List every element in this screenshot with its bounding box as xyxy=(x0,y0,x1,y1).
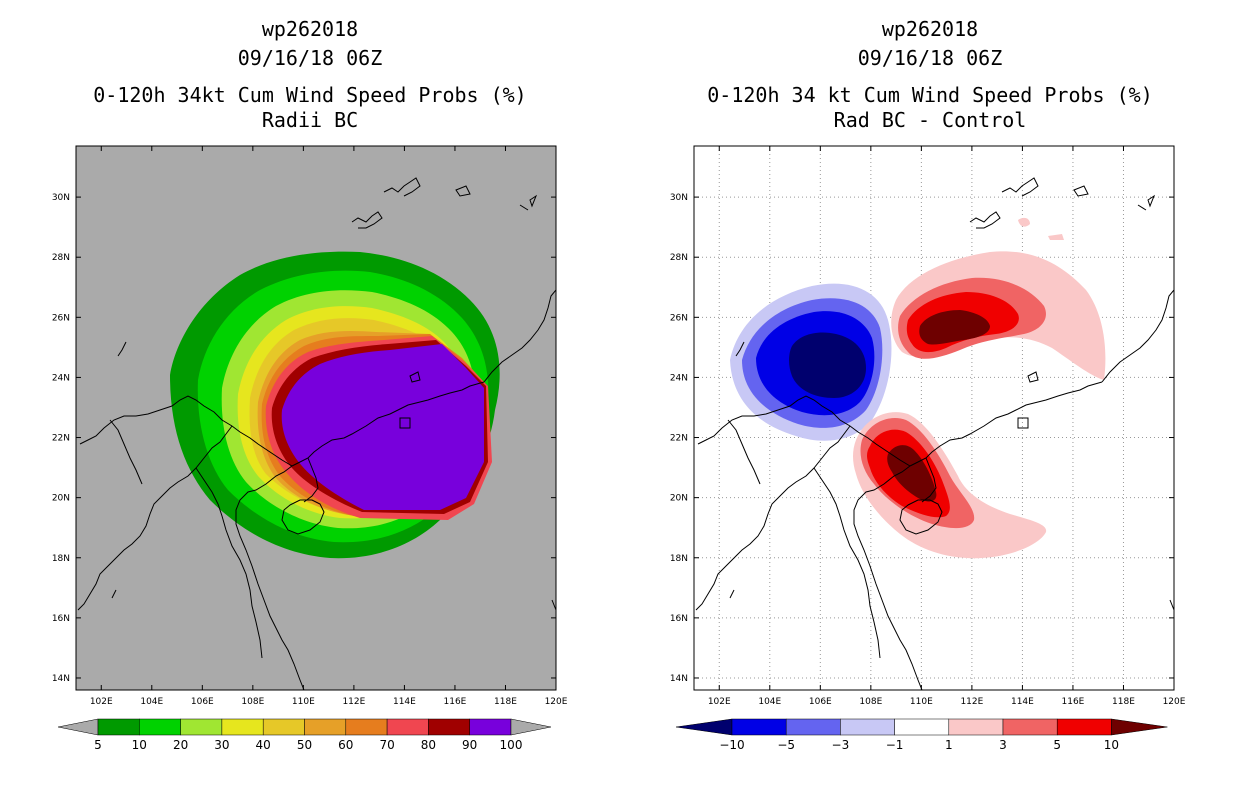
colorbar-label: 10 xyxy=(132,738,147,752)
x-tick-label: 116E xyxy=(444,697,467,707)
left-chart-subtitle: Radii BC xyxy=(261,108,359,132)
right-x-axis: 102E 104E 106E 108E 110E 112E 114E 116E 118E 120E xyxy=(708,146,1186,707)
colorbar-label: 1 xyxy=(945,738,953,752)
colorbar-label: 30 xyxy=(214,738,229,752)
x-tick-label: 106E xyxy=(191,697,214,707)
x-tick-label: 118E xyxy=(1112,697,1135,707)
colorbar-swatch xyxy=(139,718,181,736)
left-contours xyxy=(77,177,556,690)
colorbar-label: −1 xyxy=(886,738,904,752)
y-tick-label: 20N xyxy=(52,494,70,504)
x-tick-label: 114E xyxy=(393,697,416,707)
colorbar-label: 5 xyxy=(1053,738,1061,752)
x-tick-label: 106E xyxy=(809,697,832,707)
x-tick-label: 108E xyxy=(241,697,264,707)
colorbar-swatch xyxy=(386,718,429,736)
colorbar-extend-low xyxy=(675,718,733,736)
x-tick-label: 112E xyxy=(960,697,983,707)
left-x-axis: 102E 104E 106E 108E 110E 112E 114E 116E 118E 120E xyxy=(90,146,568,707)
colorbar-swatch xyxy=(469,718,512,736)
x-tick-label: 114E xyxy=(1011,697,1034,707)
colorbar-swatch xyxy=(840,718,895,736)
colorbar-extend-low xyxy=(57,718,99,736)
colorbar-swatch xyxy=(785,718,841,736)
x-tick-label: 104E xyxy=(140,697,163,707)
x-tick-label: 102E xyxy=(90,697,113,707)
y-tick-label: 26N xyxy=(52,313,70,323)
y-tick-label: 18N xyxy=(670,554,688,564)
x-tick-label: 120E xyxy=(1163,697,1186,707)
colorbar-swatch xyxy=(221,718,264,736)
y-tick-label: 24N xyxy=(670,373,688,383)
y-tick-label: 24N xyxy=(52,373,70,383)
left-map: 14N 16N 18N 20N 22N 24N 26N 28N 30N 102E 104E 106E… xyxy=(52,145,568,752)
right-panel-title: wp262018 09/16/18 06Z 0-120h 34 kt Cum W… xyxy=(680,15,1180,135)
right-contours xyxy=(695,177,1174,690)
colorbar-swatch xyxy=(731,718,787,736)
colorbar-label: −5 xyxy=(777,738,795,752)
y-tick-label: 16N xyxy=(670,614,688,624)
left-date: 09/16/18 06Z xyxy=(237,46,383,70)
colorbar-label: 50 xyxy=(297,738,312,752)
y-tick-label: 26N xyxy=(670,313,688,323)
right-y-axis: 14N 16N 18N 20N 22N 24N 26N 28N 30N xyxy=(670,193,1174,684)
colorbar-label: 100 xyxy=(500,738,523,752)
colorbar-label: 3 xyxy=(999,738,1007,752)
x-tick-label: 112E xyxy=(342,697,365,707)
x-tick-label: 102E xyxy=(708,697,731,707)
y-tick-label: 14N xyxy=(670,674,688,684)
colorbar-extend-high xyxy=(1111,718,1168,736)
colorbar-swatch xyxy=(97,718,140,736)
colorbar-swatch xyxy=(345,718,388,736)
colorbar-label: 60 xyxy=(338,738,353,752)
colorbar-swatch xyxy=(428,718,470,736)
y-tick-label: 16N xyxy=(52,614,70,624)
colorbar-label: 70 xyxy=(379,738,394,752)
colorbar-label: −3 xyxy=(832,738,850,752)
left-storm-id: wp262018 xyxy=(261,17,359,41)
y-tick-label: 22N xyxy=(670,434,688,444)
colorbar-label: 80 xyxy=(421,738,436,752)
left-y-axis: 14N 16N 18N 20N 22N 24N 26N 28N 30N xyxy=(52,193,556,684)
right-chart-subtitle: Rad BC - Control xyxy=(833,108,1027,132)
y-tick-label: 28N xyxy=(52,253,70,263)
y-tick-label: 22N xyxy=(52,434,70,444)
left-chart-title: 0-120h 34kt Cum Wind Speed Probs (%) xyxy=(93,83,527,107)
x-tick-label: 108E xyxy=(859,697,882,707)
colorbar-swatch xyxy=(1002,718,1058,736)
colorbar-label: −10 xyxy=(719,738,744,752)
colorbar-swatch xyxy=(304,718,347,736)
right-date: 09/16/18 06Z xyxy=(857,46,1003,70)
x-tick-label: 116E xyxy=(1062,697,1085,707)
x-tick-label: 118E xyxy=(494,697,517,707)
y-tick-label: 18N xyxy=(52,554,70,564)
colorbar-swatch xyxy=(180,718,223,736)
left-colorbar: 5 10 20 30 40 50 60 70 80 90 100 xyxy=(57,718,552,752)
colorbar-label: 10 xyxy=(1104,738,1119,752)
right-storm-id: wp262018 xyxy=(881,17,979,41)
y-tick-label: 30N xyxy=(52,193,70,203)
y-tick-label: 30N xyxy=(670,193,688,203)
y-tick-label: 28N xyxy=(670,253,688,263)
x-tick-label: 110E xyxy=(910,697,933,707)
right-chart-title: 0-120h 34 kt Cum Wind Speed Probs (%) xyxy=(707,83,1153,107)
colorbar-label: 40 xyxy=(256,738,271,752)
y-tick-label: 20N xyxy=(670,494,688,504)
colorbar-label: 5 xyxy=(94,738,102,752)
colorbar-swatch xyxy=(894,718,950,736)
x-tick-label: 104E xyxy=(758,697,781,707)
right-colorbar: −10 −5 −3 −1 1 3 5 10 xyxy=(675,718,1168,752)
colorbar-label: 90 xyxy=(462,738,477,752)
colorbar-swatch xyxy=(262,718,305,736)
colorbar-extend-high xyxy=(510,718,552,736)
colorbar-swatch xyxy=(948,718,1004,736)
x-tick-label: 120E xyxy=(545,697,568,707)
x-tick-label: 110E xyxy=(292,697,315,707)
colorbar-label: 20 xyxy=(173,738,188,752)
left-panel-title: wp262018 09/16/18 06Z 0-120h 34kt Cum Wi… xyxy=(60,15,560,135)
y-tick-label: 14N xyxy=(52,674,70,684)
right-map: 14N 16N 18N 20N 22N 24N 26N 28N 30N 102E 104E 106E… xyxy=(670,145,1186,752)
colorbar-swatch xyxy=(1056,718,1112,736)
